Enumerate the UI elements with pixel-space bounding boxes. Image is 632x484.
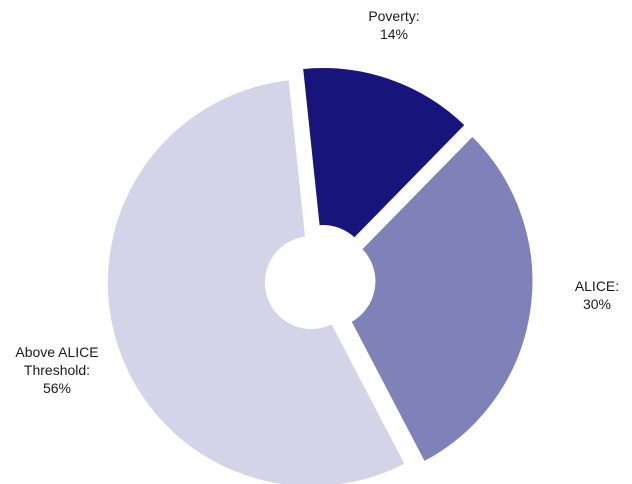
pie-slices — [104, 65, 536, 484]
slice-name-label: Poverty: — [368, 8, 419, 24]
slice-name-label: Threshold: — [24, 362, 90, 378]
pie-labels: Poverty: 14% ALICE: 30% Above ALICE Threshold… — [15, 8, 619, 396]
slice-value-label: 30% — [583, 296, 611, 312]
slice-label-poverty: Poverty: 14% — [368, 8, 419, 42]
slice-label-above-alice-threshold: Above ALICE Threshold: 56% — [15, 344, 98, 396]
pie-slice-poverty — [299, 65, 469, 242]
pie-slice-above-alice-threshold — [104, 77, 409, 484]
pie-slice-alice — [347, 132, 536, 466]
slice-name-label: Above ALICE — [15, 344, 98, 360]
slice-label-alice: ALICE: 30% — [575, 278, 619, 312]
slice-name-label: ALICE: — [575, 278, 619, 294]
slice-value-label: 14% — [380, 26, 408, 42]
slice-value-label: 56% — [43, 380, 71, 396]
